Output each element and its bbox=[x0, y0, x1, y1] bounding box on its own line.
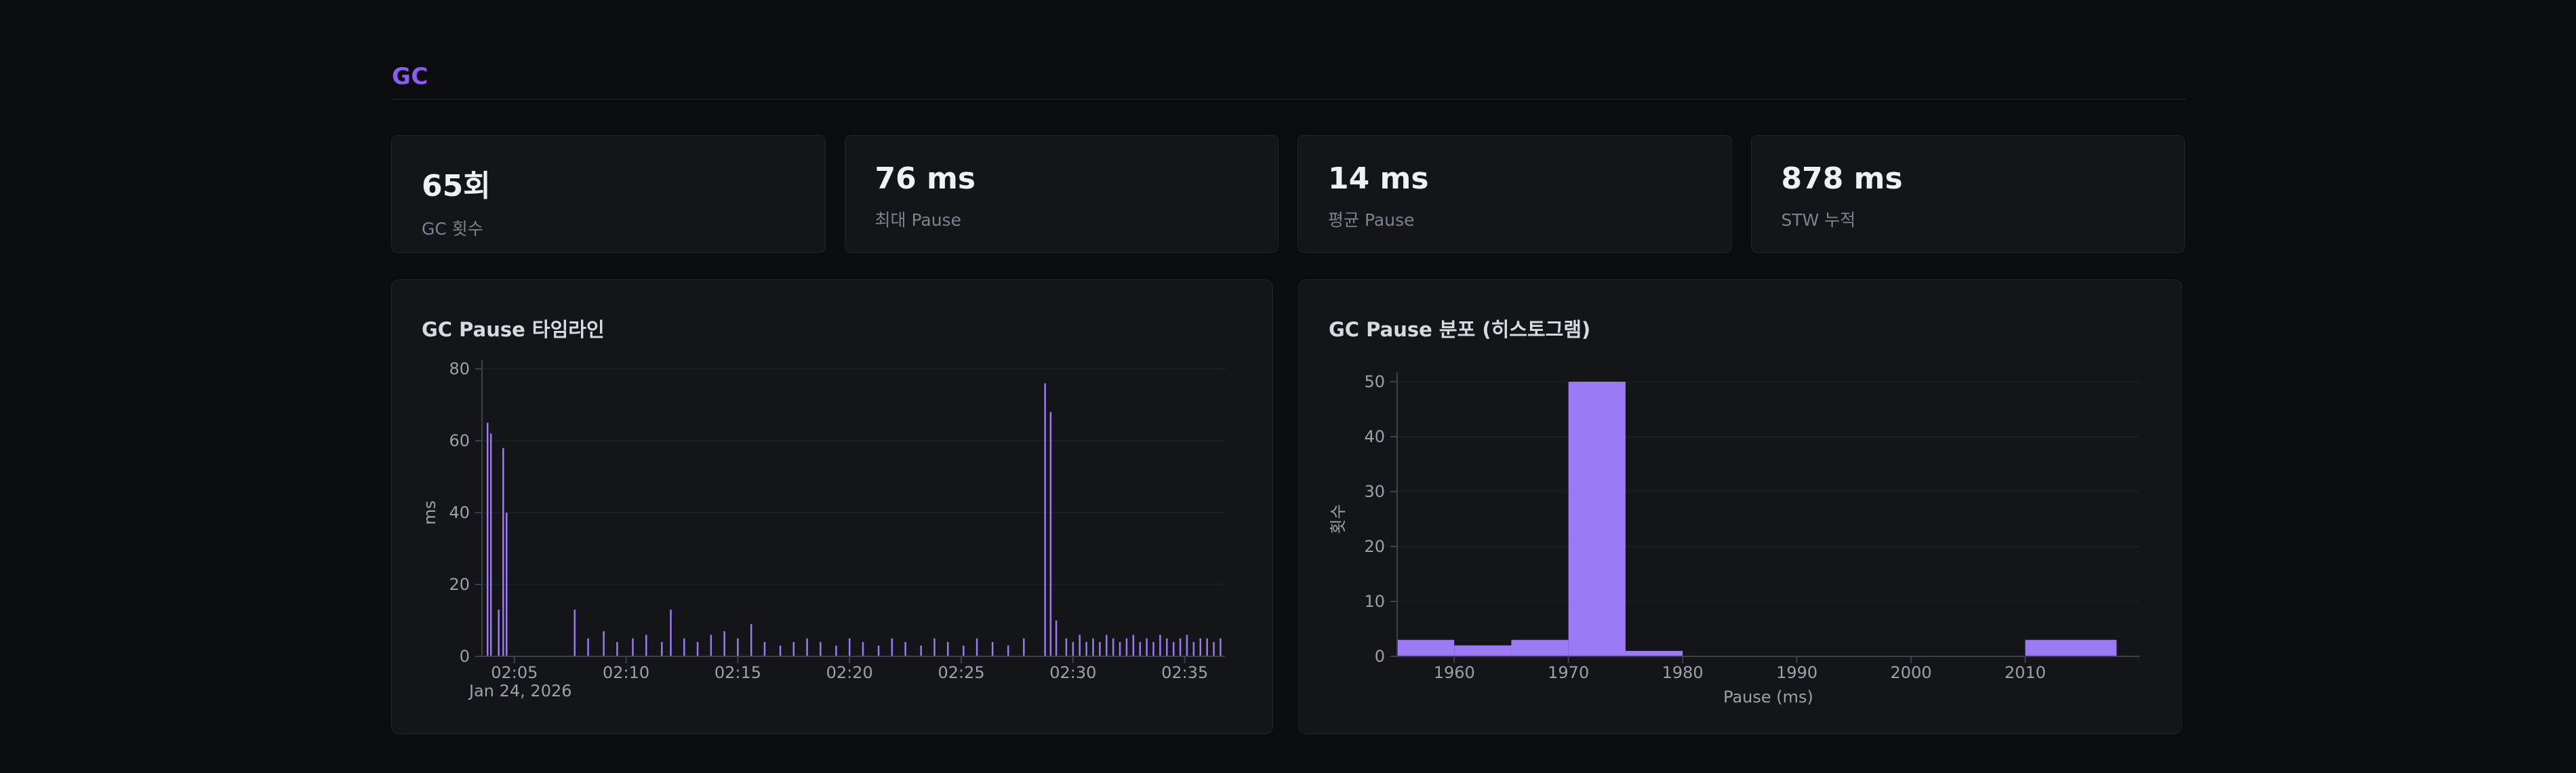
y-tick-label: 20 bbox=[1364, 537, 1385, 556]
y-tick-label: 10 bbox=[1364, 592, 1385, 611]
x-tick-label: 02:30 bbox=[1049, 663, 1096, 682]
x-tick-label: 02:35 bbox=[1161, 663, 1208, 682]
histogram-panel-title: GC Pause 분포 (히스토그램) bbox=[1329, 318, 1591, 341]
stat-card-max-pause: 76 ms 최대 Pause bbox=[844, 135, 1279, 253]
y-axis-label: ms bbox=[420, 500, 439, 525]
x-tick-label: 02:20 bbox=[826, 663, 873, 682]
gc-pause-timeline-chart: 0 20 40 60 80 02:05 02:10 02:15 02:20 02:25 02:30 0… bbox=[420, 359, 1225, 700]
x-tick-label: 1990 bbox=[1776, 663, 1817, 682]
histogram-bar bbox=[1625, 650, 1683, 656]
stat-label: 최대 Pause bbox=[874, 210, 961, 230]
x-tick-label: 1960 bbox=[1434, 663, 1475, 682]
timeline-panel-title: GC Pause 타임라인 bbox=[422, 318, 605, 341]
y-tick-label: 0 bbox=[1375, 647, 1385, 666]
stat-value: 65회 bbox=[422, 169, 491, 203]
histogram-bar bbox=[1397, 639, 1455, 656]
x-axis-date-label: Jan 24, 2026 bbox=[468, 681, 572, 700]
stat-value: 878 ms bbox=[1781, 161, 1903, 196]
y-tick-label: 80 bbox=[449, 359, 470, 378]
stat-label: STW 누적 bbox=[1781, 210, 1856, 230]
stat-card-avg-pause: 14 ms 평균 Pause bbox=[1297, 135, 1732, 253]
y-tick-label: 40 bbox=[1364, 427, 1385, 446]
x-tick-label: 02:15 bbox=[715, 663, 761, 682]
stat-label: GC 횟수 bbox=[422, 219, 483, 239]
y-tick-label: 30 bbox=[1364, 482, 1385, 501]
stat-value: 76 ms bbox=[874, 161, 976, 196]
section-title-gc: GC bbox=[392, 63, 428, 90]
x-tick-label: 02:05 bbox=[491, 663, 538, 682]
stats-row: 65회 GC 횟수 76 ms 최대 Pause 14 ms 평균 Pause … bbox=[391, 135, 2185, 253]
histogram-bar bbox=[2025, 639, 2117, 656]
x-axis-label: Pause (ms) bbox=[1723, 688, 1813, 707]
y-tick-label: 50 bbox=[1364, 372, 1385, 391]
y-tick-label: 20 bbox=[449, 575, 470, 594]
x-tick-label: 1980 bbox=[1662, 663, 1704, 682]
x-tick-label: 2000 bbox=[1891, 663, 1932, 682]
histogram-bar bbox=[1454, 645, 1512, 656]
stat-value: 14 ms bbox=[1328, 161, 1429, 196]
histogram-bar bbox=[1511, 639, 1569, 656]
histogram-bar bbox=[1568, 382, 1626, 656]
gc-pause-histogram-panel: GC Pause 분포 (히스토그램) 0 10 20 30 40 50 1960 1970 1… bbox=[1298, 279, 2182, 734]
x-tick-label: 02:25 bbox=[938, 663, 984, 682]
y-tick-label: 0 bbox=[460, 647, 470, 666]
stat-card-gc-count: 65회 GC 횟수 bbox=[391, 135, 826, 253]
y-axis-label: 횟수 bbox=[1329, 504, 1348, 534]
gc-pause-histogram-chart: 0 10 20 30 40 50 1960 1970 1980 1990 2000 2010 Pause… bbox=[1329, 372, 2139, 707]
y-tick-label: 60 bbox=[449, 431, 470, 450]
gc-pause-timeline-panel: GC Pause 타임라인 0 20 40 60 80 02:05 02:10 02:15 02… bbox=[391, 279, 1273, 734]
x-tick-label: 1970 bbox=[1548, 663, 1589, 682]
x-tick-label: 2010 bbox=[2005, 663, 2046, 682]
stat-card-stw-total: 878 ms STW 누적 bbox=[1750, 135, 2185, 253]
section-divider bbox=[391, 99, 2186, 100]
x-tick-label: 02:10 bbox=[603, 663, 649, 682]
stat-label: 평균 Pause bbox=[1328, 210, 1415, 230]
y-tick-label: 40 bbox=[449, 503, 470, 522]
